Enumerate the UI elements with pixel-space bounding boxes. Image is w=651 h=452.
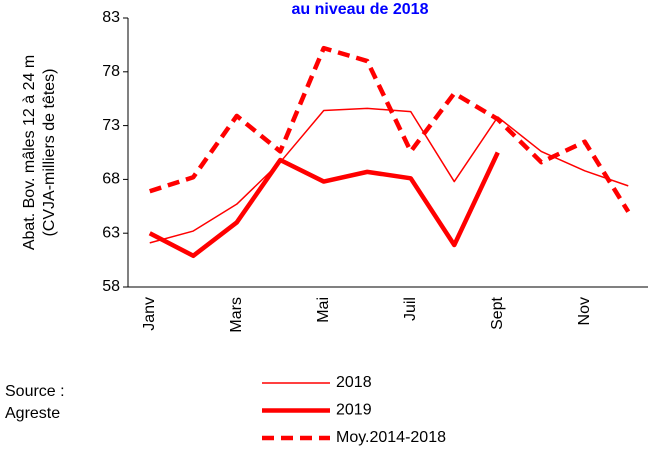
legend-label: 2019 — [336, 402, 372, 419]
legend-label: 2018 — [336, 374, 372, 391]
y-tick-label: 63 — [102, 224, 120, 241]
y-tick-label: 78 — [102, 63, 120, 80]
y-axis-label: (CVJA-milliers de têtes) — [41, 68, 58, 236]
y-axis-label: Abat. Bov. mâles 12 à 24 m — [21, 55, 38, 250]
x-tick-label: Janv — [141, 297, 158, 331]
y-tick-label: 58 — [102, 278, 120, 295]
series-line — [148, 151, 500, 259]
annotation: Source : — [5, 383, 65, 400]
x-tick-label: Nov — [576, 297, 593, 325]
y-tick-label: 73 — [102, 117, 120, 134]
y-tick-label: 83 — [102, 9, 120, 26]
x-tick-label: Juil — [402, 297, 419, 321]
series-line — [149, 45, 631, 213]
y-tick-label: 68 — [102, 171, 120, 188]
annotation: Agreste — [5, 405, 60, 422]
x-tick-label: Mars — [228, 297, 245, 333]
chart-title: au niveau de 2018 — [292, 1, 429, 18]
x-tick-label: Sept — [489, 296, 506, 329]
x-tick-label: Mai — [315, 297, 332, 323]
legend-label: Moy.2014-2018 — [336, 429, 446, 446]
